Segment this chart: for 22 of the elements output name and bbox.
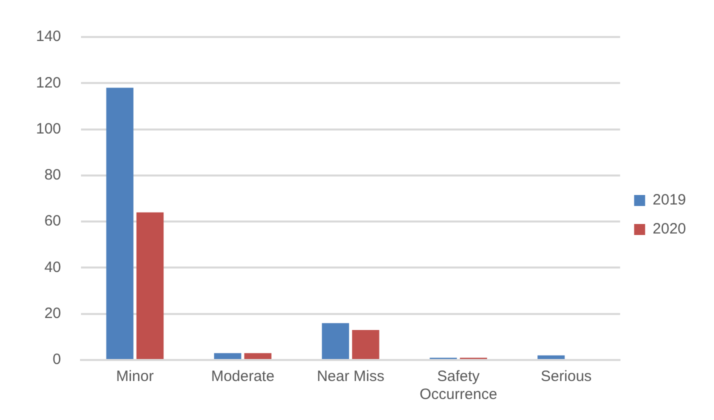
x-tick-label: Near Miss xyxy=(316,368,384,386)
x-tick-label: Serious xyxy=(540,368,592,386)
y-tick-label: 0 xyxy=(52,351,62,368)
x-tick-label: Minor xyxy=(116,368,154,386)
y-tick-label: 100 xyxy=(36,120,62,138)
bar xyxy=(244,353,272,359)
x-tick-label: Safety Occurrence xyxy=(420,368,498,404)
legend-label: 2020 xyxy=(652,220,686,238)
bar xyxy=(538,355,565,359)
y-tick-label: 80 xyxy=(44,166,62,184)
legend-label: 2019 xyxy=(652,192,686,209)
y-tick-label: 140 xyxy=(36,28,62,46)
bar xyxy=(136,212,164,359)
bar xyxy=(214,353,242,359)
x-tick-label: Moderate xyxy=(211,368,274,386)
y-tick-label: 120 xyxy=(36,74,62,92)
bar xyxy=(106,88,134,359)
bar xyxy=(352,330,380,359)
y-tick-label: 40 xyxy=(44,258,62,276)
y-tick-label: 60 xyxy=(44,212,62,230)
bar xyxy=(322,323,350,359)
y-tick-label: 20 xyxy=(44,305,62,322)
